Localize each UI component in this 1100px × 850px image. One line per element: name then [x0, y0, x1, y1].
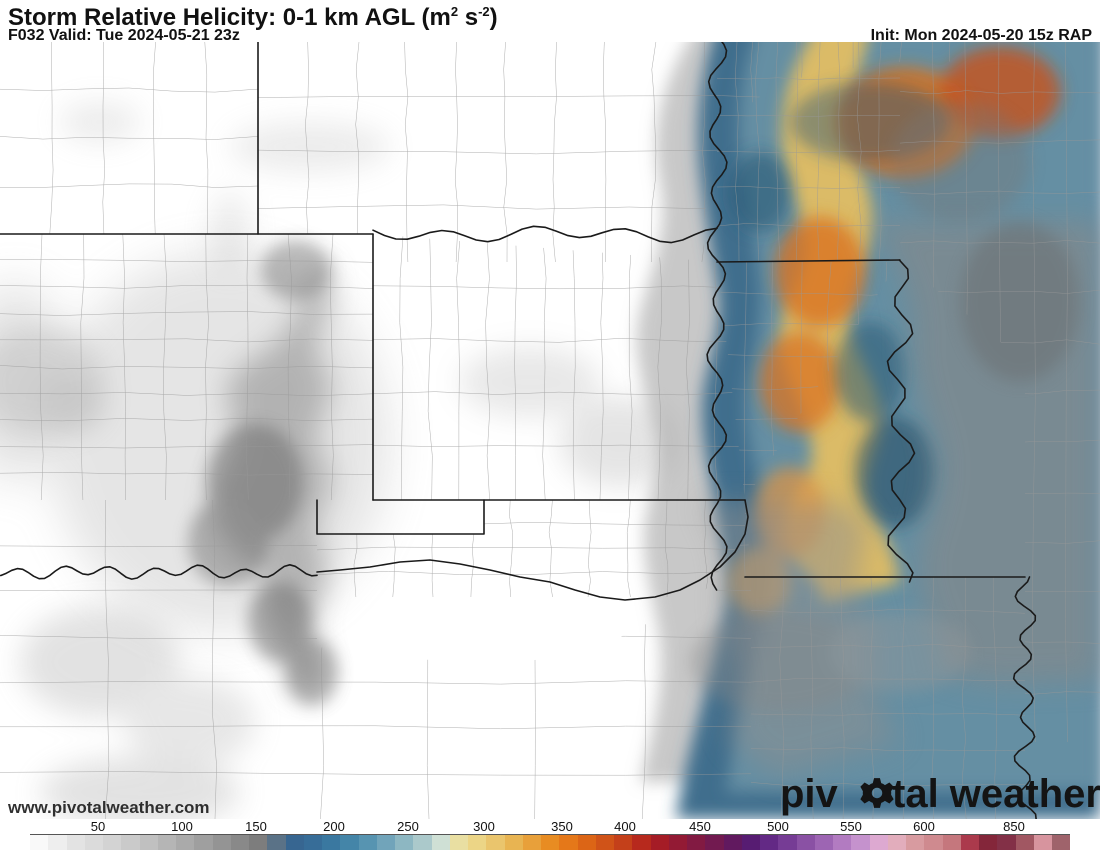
- svg-text:tal weather: tal weather: [892, 772, 1100, 816]
- svg-text:piv: piv: [780, 772, 839, 816]
